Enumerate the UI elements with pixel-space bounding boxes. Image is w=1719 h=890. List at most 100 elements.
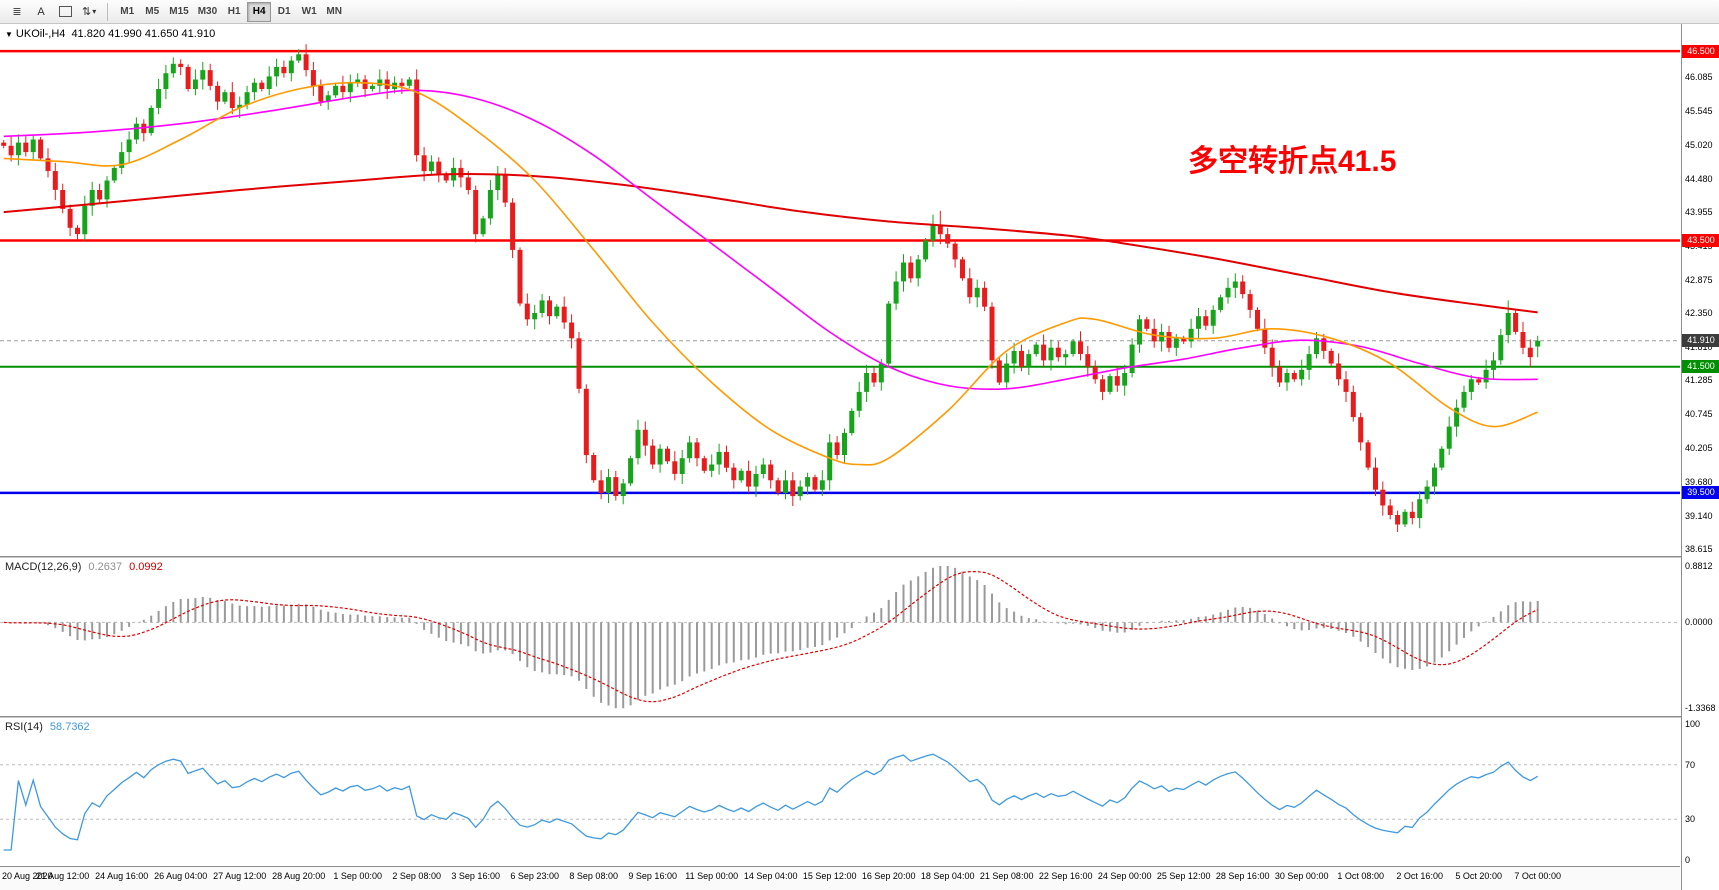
price-tick-label: 41.285: [1685, 375, 1713, 386]
moving-averages-layer: [3, 81, 1538, 466]
price-tick-label: 42.350: [1685, 308, 1713, 318]
time-axis-label: 8 Sep 08:00: [569, 871, 618, 881]
timeframe-button-H4[interactable]: H4: [247, 1, 272, 22]
price-tick-label: 40.745: [1685, 409, 1713, 420]
macd-axis-label: 0.8812: [1685, 561, 1713, 571]
time-axis-label: 20 Aug 2020: [2, 871, 53, 881]
macd-histogram-layer: [10, 566, 1539, 709]
rsi-name: RSI(14): [5, 721, 43, 733]
rsi-panel[interactable]: RSI(14) 58.7362: [0, 718, 1680, 866]
time-axis-label: 27 Aug 12:00: [213, 871, 267, 881]
ma-fast-orange: [3, 81, 1538, 466]
macd-signal-value: 0.0992: [129, 561, 163, 573]
price-tick-label: 46.085: [1685, 72, 1713, 83]
timeframe-button-M1[interactable]: M1: [115, 2, 139, 22]
price-plot[interactable]: [0, 24, 1680, 556]
time-axis-label: 28 Aug 20:00: [272, 871, 326, 881]
time-axis-label: 25 Sep 12:00: [1156, 871, 1211, 881]
price-tick-label: 45.545: [1685, 106, 1713, 117]
time-axis-label: 18 Sep 04:00: [920, 871, 975, 881]
price-chart-panel[interactable]: ▼ UKOil-,H4 41.820 41.990 41.650 41.910 多空…: [0, 24, 1680, 556]
level-price-tag: 43.500: [1682, 234, 1719, 247]
rsi-plot[interactable]: [0, 718, 1680, 866]
timeframe-button-H1[interactable]: H1: [222, 2, 246, 22]
timeframe-buttons: M1 M5 M15 M30 H1 H4 D1 W1 MN: [115, 1, 346, 22]
timeframe-button-M30[interactable]: M30: [194, 2, 221, 22]
time-axis-label: 26 Aug 04:00: [154, 871, 208, 881]
time-axis-label: 28 Sep 16:00: [1215, 871, 1270, 881]
arrows-cycle-icon[interactable]: ⇅ ▾: [78, 2, 100, 22]
symbol-period-text: UKOil-,H4: [15, 28, 66, 40]
time-axis-label: 21 Sep 08:00: [979, 871, 1034, 881]
horizontal-levels-layer: [0, 49, 1680, 495]
time-axis-label: 22 Sep 16:00: [1038, 871, 1093, 881]
time-axis-label: 24 Aug 16:00: [95, 871, 149, 881]
price-tick-label: 44.480: [1685, 173, 1713, 184]
macd-axis-label: -1.3368: [1685, 703, 1716, 713]
price-tick-label: 38.615: [1685, 543, 1713, 554]
time-axis-label: 9 Sep 16:00: [628, 871, 677, 881]
candles-layer: [1, 44, 1541, 532]
ma-slow-red: [3, 172, 1538, 314]
charts-tile-icon[interactable]: ≣: [6, 2, 28, 22]
time-axis-label: 7 Oct 00:00: [1514, 871, 1561, 881]
price-tick-label: 39.140: [1685, 510, 1713, 521]
ma-mid-magenta: [3, 89, 1538, 391]
macd-name: MACD(12,26,9): [5, 561, 82, 573]
macd-panel[interactable]: MACD(12,26,9) 0.2637 0.0992: [0, 558, 1680, 716]
chart-annotation-text: 多空转折点41.5: [1188, 145, 1397, 178]
rsi-value: 58.7362: [49, 721, 90, 733]
price-tick-label: 42.875: [1685, 274, 1713, 285]
time-axis-label: 1 Sep 00:00: [333, 871, 382, 881]
timeframe-button-M15[interactable]: M15: [165, 2, 192, 22]
time-axis[interactable]: 20 Aug 2020 21 Aug 12:00 24 Aug 16:00 26 Au…: [0, 866, 1680, 890]
time-axis-label: 2 Sep 08:00: [392, 871, 441, 881]
time-axis-label: 30 Sep 00:00: [1274, 871, 1329, 881]
rsi-line: [3, 753, 1539, 851]
panel-splitter[interactable]: [0, 716, 1719, 718]
time-axis-label: 14 Sep 04:00: [743, 871, 798, 881]
panel-splitter[interactable]: [0, 556, 1719, 558]
time-axis-label: 16 Sep 20:00: [861, 871, 916, 881]
time-axis-label: 21 Aug 12:00: [36, 871, 90, 881]
timeframe-button-D1[interactable]: D1: [272, 2, 296, 22]
frame-tool-icon[interactable]: [54, 2, 76, 22]
toolbar-tools: ≣ A ⇅ ▾: [6, 2, 100, 22]
macd-axis-label: 0.0000: [1685, 617, 1713, 628]
time-axis-label: 6 Sep 23:00: [510, 871, 559, 881]
timeframe-button-MN[interactable]: MN: [322, 2, 346, 22]
text-label-tool-icon[interactable]: A: [30, 2, 52, 22]
toolbar: ≣ A ⇅ ▾ M1 M5 M15 M30 H1 H4 D1 W1 MN: [0, 0, 1719, 24]
price-tick-label: 39.680: [1685, 476, 1713, 487]
level-price-tag: 39.500: [1682, 486, 1719, 500]
time-axis-label: 15 Sep 12:00: [802, 871, 857, 881]
macd-label: MACD(12,26,9) 0.2637 0.0992: [5, 561, 163, 573]
level-price-tag: 46.500: [1682, 44, 1719, 58]
time-axis-label: 2 Oct 16:00: [1396, 871, 1443, 881]
collapse-arrow-icon[interactable]: ▼: [5, 30, 13, 39]
level-price-tag: 41.500: [1682, 360, 1719, 374]
time-axis-label: 11 Sep 00:00: [685, 871, 739, 881]
toolbar-separator: [107, 2, 109, 21]
rsi-axis-label: 0: [1685, 855, 1691, 865]
time-axis-label: 3 Sep 16:00: [451, 871, 500, 881]
time-axis-label: 1 Oct 08:00: [1337, 871, 1384, 881]
macd-main-value: 0.2637: [88, 561, 123, 573]
rsi-label: RSI(14) 58.7362: [5, 721, 90, 733]
symbol-ohlc-label: ▼ UKOil-,H4 41.820 41.990 41.650 41.910: [5, 28, 215, 40]
price-tick-label: 43.955: [1685, 206, 1713, 217]
macd-plot[interactable]: [0, 558, 1680, 716]
timeframe-button-W1[interactable]: W1: [297, 2, 321, 22]
timeframe-button-M5[interactable]: M5: [140, 2, 164, 22]
rsi-axis-label: 100: [1685, 719, 1701, 729]
price-tick-label: 40.205: [1685, 443, 1713, 454]
time-axis-label: 5 Oct 20:00: [1455, 871, 1502, 881]
ohlc-values-text: 41.820 41.990 41.650 41.910: [71, 28, 216, 40]
time-axis-label: 24 Sep 00:00: [1097, 871, 1152, 881]
price-tick-label: 45.020: [1685, 139, 1713, 150]
rsi-axis-label: 70: [1685, 759, 1696, 770]
bid-price-tag: 41.910: [1682, 334, 1719, 348]
rsi-axis-label: 30: [1685, 814, 1696, 825]
price-axis[interactable]: 46.08545.54545.02044.48043.95543.41542.8…: [1681, 24, 1719, 890]
